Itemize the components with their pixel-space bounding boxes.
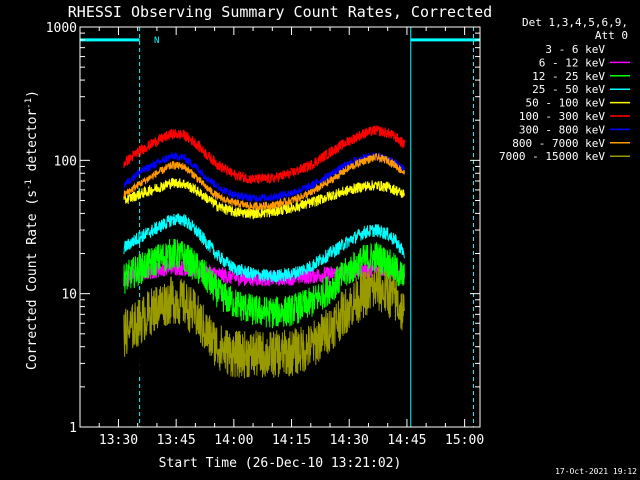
series-100-300-keV-line [123, 125, 405, 184]
x-tick-label: 13:30 [99, 433, 138, 448]
timestamp: 17-Oct-2021 19:12 [555, 467, 637, 476]
plot-area [79, 27, 480, 427]
legend-header-1: Det 1,3,4,5,6,9, [522, 16, 628, 29]
legend-label: 3 - 6 keV [545, 43, 605, 56]
y-axis: 1 10 100 1000 [46, 21, 480, 436]
annotation-n: N [154, 36, 159, 46]
legend-label: 25 - 50 keV [532, 83, 605, 96]
x-axis: 13:30 13:45 14:00 14:15 14:30 14:45 15:00 [79, 27, 484, 448]
y-tick-label: 1000 [46, 21, 77, 36]
series-trace [123, 266, 405, 379]
legend-header-2: Att 0 [595, 29, 628, 42]
y-axis-label: Corrected Count Rate (s-1 detector-1) [24, 90, 40, 370]
series-trace [123, 125, 405, 184]
y-tick-label: 10 [61, 288, 77, 303]
series-800-7000-keV-line [123, 152, 405, 212]
legend-label: 100 - 300 keV [519, 110, 605, 123]
series-7000-15000-keV-line [123, 266, 405, 379]
legend-label: 6 - 12 keV [539, 56, 606, 69]
chart-title: RHESSI Observing Summary Count Rates, Co… [68, 3, 492, 21]
legend-label: 50 - 100 keV [526, 97, 606, 110]
series-trace [123, 152, 405, 212]
x-tick-label: 13:45 [157, 433, 196, 448]
y-tick-label: 1 [69, 421, 77, 436]
plot-frame [79, 26, 481, 428]
x-tick-label: 14:45 [387, 433, 426, 448]
y-tick-label: 100 [54, 154, 77, 169]
x-tick-label: 14:00 [214, 433, 253, 448]
series-25-50-keV-line [123, 213, 405, 283]
series-trace [123, 238, 405, 329]
x-tick-label: 14:15 [272, 433, 311, 448]
legend-label: 7000 - 15000 keV [499, 150, 605, 163]
x-axis-label: Start Time (26-Dec-10 13:21:02) [159, 456, 402, 471]
x-tick-label: 14:30 [330, 433, 369, 448]
series-trace [123, 213, 405, 283]
legend-label: 300 - 800 keV [519, 123, 605, 136]
legend-label: 12 - 25 keV [532, 70, 605, 83]
x-tick-label: 15:00 [445, 433, 484, 448]
legend-label: 800 - 7000 keV [512, 137, 605, 150]
series-12-25-keV-line [123, 238, 405, 329]
